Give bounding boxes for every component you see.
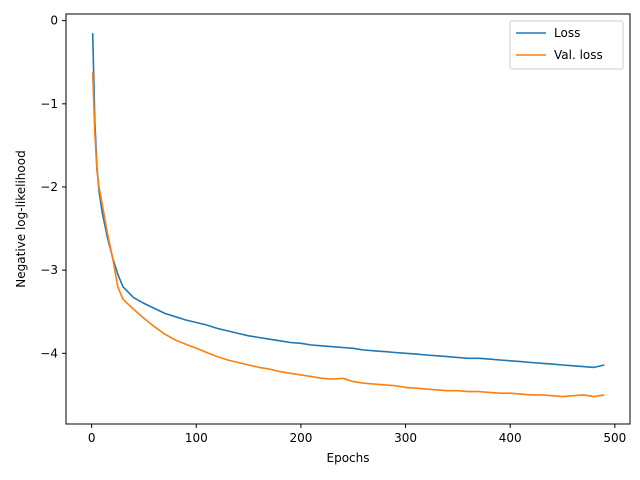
- y-tick-label: −1: [40, 97, 58, 111]
- legend-label-val-loss: Val. loss: [554, 48, 603, 62]
- plot-frame: [65, 13, 631, 425]
- legend-label-loss: Loss: [554, 26, 580, 40]
- y-tick-label: −2: [40, 180, 58, 194]
- series-line-val-loss: [91, 72, 605, 398]
- y-tick-label: −4: [40, 346, 58, 360]
- x-axis: 0 100 200 300 400 500: [88, 424, 626, 445]
- y-tick-label: 0: [50, 14, 58, 28]
- legend: Loss Val. loss: [509, 20, 624, 70]
- series-layer: [91, 33, 605, 398]
- y-tick-label: −3: [40, 263, 58, 277]
- x-axis-title: Epochs: [327, 451, 370, 465]
- y-axis-title: Negative log-likelihood: [14, 150, 28, 287]
- x-tick-label: 300: [394, 431, 417, 445]
- x-tick-label: 0: [88, 431, 96, 445]
- x-tick-label: 400: [499, 431, 522, 445]
- x-tick-label: 200: [289, 431, 312, 445]
- series-line-loss: [91, 33, 605, 369]
- x-tick-label: 100: [185, 431, 208, 445]
- x-tick-label: 500: [603, 431, 626, 445]
- y-axis: 0 −1 −2 −3 −4: [40, 14, 66, 360]
